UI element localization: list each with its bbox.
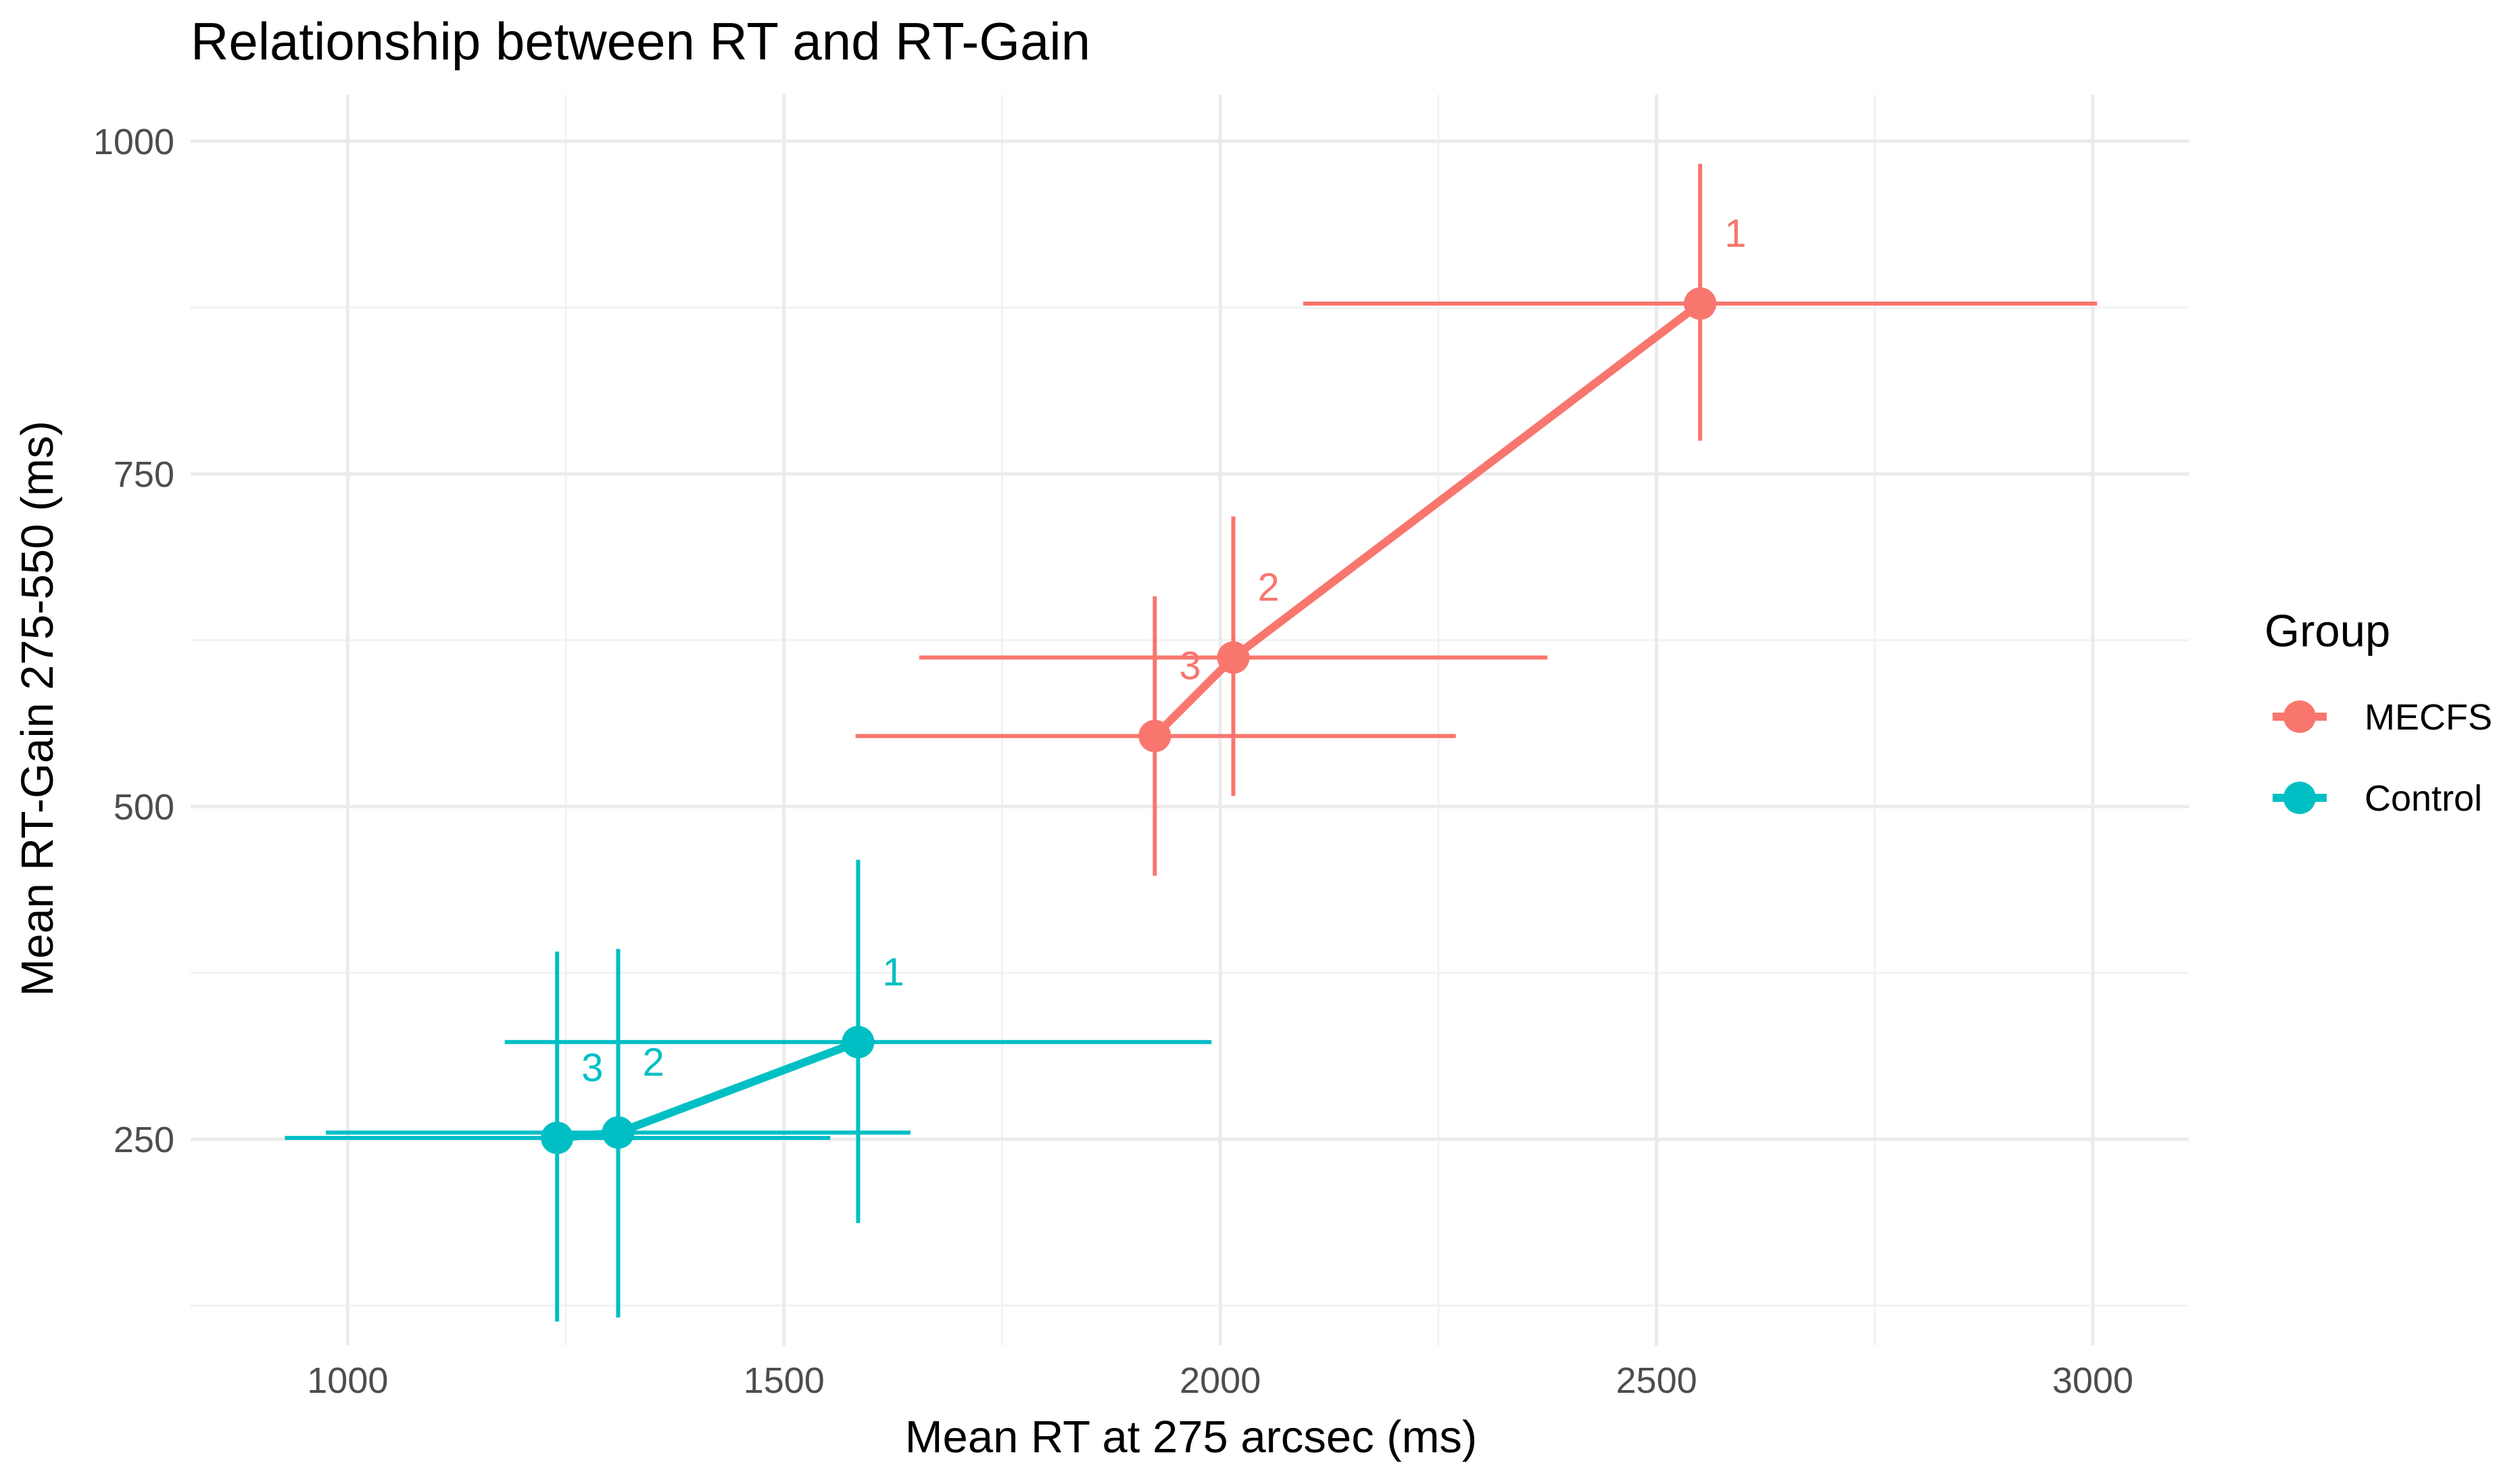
point-label: 2 bbox=[643, 1041, 664, 1084]
y-tick-label: 500 bbox=[114, 787, 174, 828]
legend-title: Group bbox=[2264, 606, 2390, 657]
series-mecfs: 1 2 3 bbox=[855, 164, 2098, 876]
point-label: 3 bbox=[1179, 644, 1201, 688]
point-label: 1 bbox=[1724, 212, 1746, 256]
data-point bbox=[1217, 641, 1250, 674]
x-axis-title: Mean RT at 275 arcsec (ms) bbox=[905, 1412, 1478, 1462]
grid-minor bbox=[191, 95, 2189, 1345]
x-tick-label: 1500 bbox=[744, 1360, 825, 1401]
y-tick-label: 750 bbox=[114, 454, 174, 495]
tick-labels: 1000 1500 2000 2500 3000 250 500 750 1000 bbox=[93, 122, 2133, 1401]
x-tick-label: 2500 bbox=[1616, 1360, 1697, 1401]
y-tick-label: 1000 bbox=[93, 122, 174, 162]
x-tick-label: 3000 bbox=[2052, 1360, 2133, 1401]
series-control: 1 23 bbox=[285, 859, 1212, 1322]
legend-key-point bbox=[2283, 700, 2316, 733]
legend: Group MECFS Control bbox=[2264, 606, 2492, 819]
legend-key-point bbox=[2283, 782, 2316, 814]
x-tick-label: 2000 bbox=[1180, 1360, 1261, 1401]
grid-major bbox=[191, 95, 2189, 1345]
point-label: 3 bbox=[581, 1046, 603, 1090]
legend-item-control: Control bbox=[2273, 778, 2482, 819]
legend-label: MECFS bbox=[2365, 697, 2492, 738]
legend-items: MECFS Control bbox=[2273, 697, 2492, 819]
data-point bbox=[842, 1026, 875, 1059]
chart-title: Relationship between RT and RT-Gain bbox=[191, 11, 1090, 71]
data-point bbox=[1138, 719, 1171, 753]
data-point bbox=[1684, 287, 1717, 320]
legend-label: Control bbox=[2365, 778, 2482, 819]
data-point bbox=[541, 1121, 574, 1154]
y-tick-label: 250 bbox=[114, 1120, 174, 1160]
data-point bbox=[602, 1116, 635, 1149]
point-label: 1 bbox=[882, 950, 904, 994]
legend-item-mecfs: MECFS bbox=[2273, 697, 2492, 738]
y-axis-title: Mean RT-Gain 275-550 (ms) bbox=[12, 421, 63, 997]
point-label: 2 bbox=[1258, 566, 1280, 610]
x-tick-label: 1000 bbox=[307, 1360, 388, 1401]
